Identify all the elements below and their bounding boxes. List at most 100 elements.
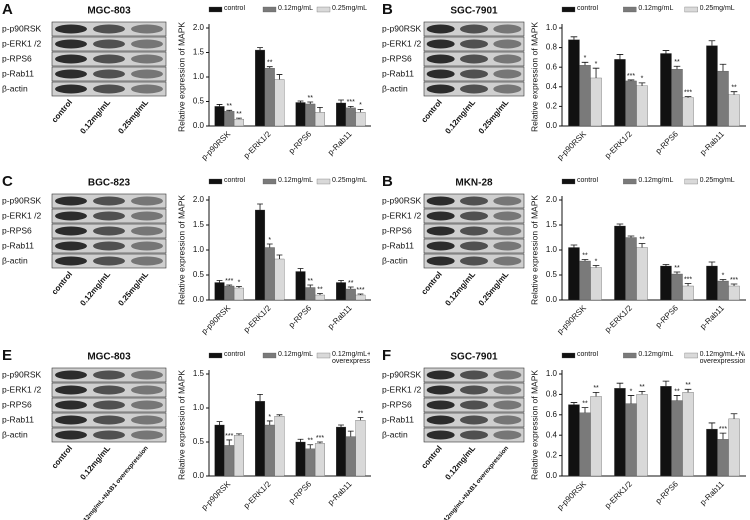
- bar: [233, 118, 244, 127]
- blot-title: MGC-803: [87, 6, 131, 17]
- legend-swatch: [684, 178, 698, 185]
- significance-label: **: [582, 401, 588, 408]
- blot-band: [131, 54, 163, 64]
- blot-band: [131, 84, 163, 94]
- blot-band: [426, 54, 455, 64]
- bar: [314, 443, 325, 477]
- blot-band: [493, 24, 522, 34]
- blot-band: [55, 24, 87, 34]
- blot-title: MGC-803: [87, 352, 131, 363]
- legend-swatch: [262, 352, 277, 359]
- legend-label: 0.12mg/mL: [278, 177, 314, 184]
- blot-band: [55, 54, 87, 64]
- significance-label: **: [639, 236, 645, 243]
- legend-label-box: control: [577, 177, 599, 184]
- bar: [660, 386, 672, 477]
- error-bar: [592, 265, 600, 268]
- error-bar: [216, 421, 223, 425]
- bar: [706, 45, 718, 127]
- y-tick-label: 1.5: [193, 48, 205, 57]
- blot-band: [426, 400, 455, 410]
- blot-band: [131, 430, 163, 440]
- blot-band: [426, 69, 455, 79]
- blot-band: [93, 370, 125, 380]
- significance-label: **: [308, 95, 314, 102]
- blot-band: [460, 400, 488, 410]
- x-tick-label: p-RPS6: [654, 479, 681, 506]
- blot-band: [493, 385, 522, 395]
- blot-band: [493, 54, 522, 64]
- lane-label: control: [50, 98, 74, 125]
- y-tick-label: 0.5: [546, 270, 558, 279]
- error-bar: [570, 36, 578, 40]
- blot-band: [493, 226, 522, 236]
- lane-label: control: [50, 270, 74, 297]
- error-bar: [338, 424, 344, 428]
- blot-band: [131, 370, 163, 380]
- error-bar: [708, 261, 716, 266]
- significance-label: *: [584, 55, 587, 62]
- bar: [264, 424, 275, 477]
- blot-band: [131, 24, 163, 34]
- blot-band: [493, 84, 522, 94]
- significance-label: ***: [730, 277, 738, 284]
- error-bar: [592, 67, 600, 78]
- bar: [295, 102, 306, 127]
- error-bar: [317, 106, 323, 113]
- band-label: p-p90RSK: [2, 369, 42, 379]
- band-label: β-actin: [382, 429, 408, 439]
- legend-swatch: [684, 6, 698, 13]
- significance-label: ***: [225, 278, 233, 285]
- legend-swatch: [561, 178, 576, 185]
- blot-band: [93, 241, 125, 251]
- error-bar: [347, 286, 354, 289]
- error-bar: [662, 380, 670, 387]
- blot-band: [460, 211, 488, 221]
- significance-label: *: [630, 388, 633, 395]
- y-tick-label: 1.0: [193, 403, 205, 412]
- band-label: β-actin: [382, 83, 408, 93]
- x-tick-label: p-Rab11: [698, 303, 726, 331]
- error-bar: [276, 74, 283, 80]
- legend-label-box: 0.12mg/mL: [278, 351, 314, 358]
- significance-label: **: [227, 103, 233, 110]
- bar: [305, 448, 316, 477]
- legend-label: control: [224, 177, 246, 184]
- blot-band: [460, 241, 488, 251]
- band-label: β-actin: [2, 429, 28, 439]
- lane-label: 0.25mg/mL: [116, 270, 150, 308]
- y-tick-label: 2.0: [193, 23, 205, 32]
- error-bar: [236, 433, 242, 436]
- blot-band: [93, 24, 125, 34]
- legend-label: control: [577, 177, 599, 184]
- legend-label-box: 0.12mg/mL+NAB1 overexpression: [700, 351, 745, 365]
- error-bar: [730, 283, 738, 286]
- error-bar: [297, 100, 304, 103]
- y-tick-label: 0.0: [193, 121, 205, 130]
- panel-letter: B: [382, 1, 393, 18]
- blot-band: [460, 39, 488, 49]
- band-label: p-Rab11: [382, 414, 414, 424]
- bar: [728, 285, 740, 301]
- significance-label: **: [582, 252, 588, 259]
- lane-label: 0.12mg/mL: [78, 270, 112, 308]
- band-label: p-RPS6: [2, 225, 32, 235]
- x-tick-label: p-ERK1/2: [603, 303, 634, 334]
- legend-label-box: control: [224, 177, 246, 184]
- significance-label: **: [348, 280, 354, 287]
- bar: [336, 102, 347, 127]
- y-tick-label: 0.8: [546, 390, 558, 399]
- error-bar: [638, 82, 646, 86]
- blot-band: [493, 39, 522, 49]
- legend-label: 0.12mg/mL: [638, 5, 674, 12]
- error-bar: [257, 203, 263, 210]
- error-bar: [307, 101, 314, 104]
- legend-swatch: [262, 178, 277, 185]
- error-bar: [357, 293, 364, 295]
- blot-band: [55, 39, 87, 49]
- y-tick-label: 0.5: [193, 97, 205, 106]
- blot-band: [131, 256, 163, 266]
- bar: [660, 265, 672, 301]
- error-bar: [673, 65, 681, 70]
- legend-label: 0.12mg/mL: [278, 351, 314, 358]
